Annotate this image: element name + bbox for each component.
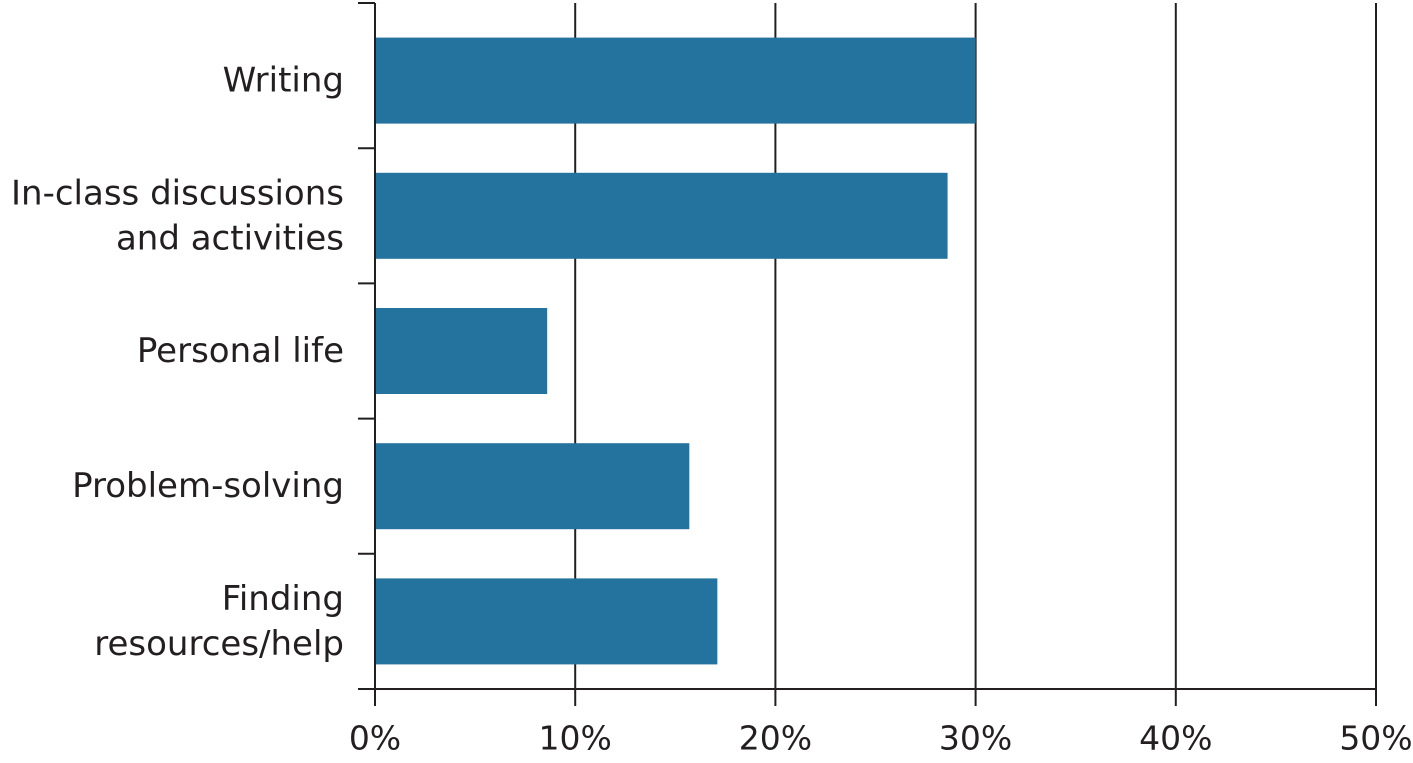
category-label-0: Writing <box>223 61 344 101</box>
bar-4 <box>375 578 718 665</box>
category-label-line: Writing <box>223 61 344 101</box>
x-tick-label-30: 30% <box>939 719 1012 758</box>
category-label-1: In-class discussions and activities <box>11 173 344 258</box>
category-label-line: Finding <box>222 579 344 619</box>
category-label-3: Problem-solving <box>72 466 344 506</box>
category-label-2: Personal life <box>137 331 344 371</box>
x-tick-labels: 0% 10% 20% 30% 40% 50% <box>349 719 1413 758</box>
bars <box>375 37 976 665</box>
axes <box>358 2 1376 706</box>
category-label-line: In-class discussions <box>11 173 344 213</box>
x-tick-label-10: 10% <box>539 719 612 758</box>
bar-1 <box>375 172 948 259</box>
category-label-line: and activities <box>116 218 344 258</box>
x-tick-label-20: 20% <box>739 719 812 758</box>
category-label-line: Problem-solving <box>72 466 344 506</box>
x-tick-label-0: 0% <box>349 719 401 758</box>
x-tick-label-40: 40% <box>1139 719 1212 758</box>
category-labels: Writing In-class discussions and activitie… <box>11 61 344 664</box>
bar-0 <box>375 37 976 124</box>
bar-2 <box>375 308 548 394</box>
category-label-line: Personal life <box>137 331 344 371</box>
category-label-line: resources/help <box>94 624 344 664</box>
x-tick-label-50: 50% <box>1339 719 1412 758</box>
bar-3 <box>375 443 690 530</box>
category-label-4: Finding resources/help <box>94 579 344 664</box>
